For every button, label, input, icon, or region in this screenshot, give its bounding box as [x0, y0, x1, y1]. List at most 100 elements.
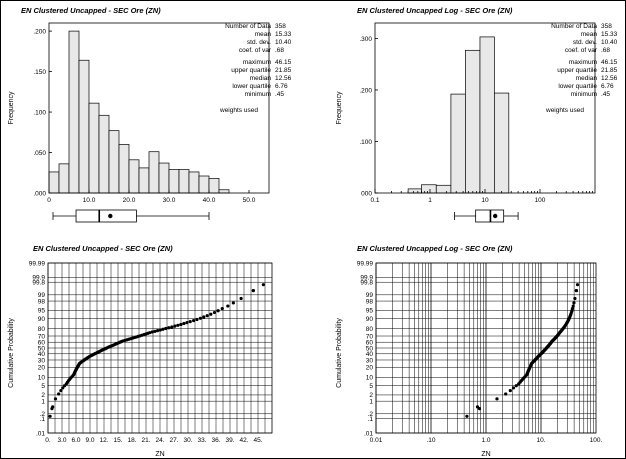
x-tick-label: 6.0	[71, 437, 80, 444]
histogram-bar	[148, 151, 160, 194]
prob-tick-label: .1	[40, 416, 46, 423]
prob-tick-label: 2	[41, 392, 45, 399]
data-point	[182, 321, 186, 326]
prob-tick-label: 80	[38, 326, 46, 333]
histogram-bar	[435, 184, 452, 194]
data-point	[226, 304, 230, 308]
histogram-bar	[407, 188, 422, 194]
data-point	[202, 315, 206, 319]
x-axis-label: ZN	[155, 451, 164, 458]
prob-tick-label: 95	[38, 308, 46, 315]
data-point	[192, 318, 196, 323]
stat-value-1-8: .45	[275, 91, 284, 98]
x-tick-label: 18.	[127, 437, 136, 444]
x-tick-label: 12.	[99, 437, 108, 444]
prob-tick-label: 60	[366, 340, 374, 347]
x-tick-label: 39.	[225, 437, 234, 444]
data-point	[205, 314, 209, 318]
stat-label-1-8: minimum	[245, 91, 271, 98]
data-point	[150, 330, 154, 334]
data-point	[179, 322, 183, 327]
y-tick-label: .300	[359, 36, 372, 43]
data-point	[572, 301, 576, 305]
histogram-bar	[421, 184, 437, 194]
prob-tick-label: 60	[38, 340, 46, 347]
x-tick-label: 24.	[155, 437, 164, 444]
histogram-bar	[138, 167, 150, 194]
histogram-bar	[108, 130, 120, 194]
data-point	[158, 328, 162, 332]
histogram-bar	[88, 102, 100, 194]
prob-tick-label: 1	[41, 398, 45, 405]
prob-tick-label: 20	[38, 365, 46, 372]
prob-tick-label: 99.9	[360, 275, 373, 282]
data-point	[176, 323, 180, 327]
data-point	[170, 325, 174, 329]
stat-value-1-5: 21.85	[275, 67, 292, 74]
y-tick-label: 000	[361, 191, 372, 198]
stat-label-1-3: coef. of var	[239, 47, 272, 54]
data-point	[465, 414, 469, 418]
data-point	[153, 329, 157, 333]
prob-tick-label: 90	[38, 316, 46, 323]
histogram-bar	[168, 169, 180, 194]
stat-label-2-3: coef. of var	[565, 47, 598, 54]
stat-label-1-7: lower quartile	[232, 83, 271, 90]
prob-tick-label: 30	[38, 357, 46, 364]
chart-title-1: EN Clustered Uncapped - SEC Ore (ZN)	[21, 6, 161, 15]
prob-tick-label: 1	[369, 398, 373, 405]
stat-label-2-7: lower quartile	[558, 83, 597, 90]
x-axis-label: ZN	[481, 451, 490, 458]
stat-value-1-4: 46.15	[275, 59, 292, 66]
stat-value-2-6: 12.56	[601, 75, 618, 82]
data-point	[495, 397, 499, 401]
weights-note-2: weights used	[545, 107, 584, 114]
y-tick-label: .050	[33, 150, 46, 157]
prob-tick-label: 10	[366, 375, 374, 382]
prob-tick-label: 40	[38, 351, 46, 358]
histogram-bar	[479, 36, 495, 194]
weights-note-1: weights used	[219, 107, 258, 114]
prob-tick-label: 98	[366, 298, 374, 305]
plot-frame-1	[48, 22, 270, 194]
stat-value-1-0: 358	[275, 23, 286, 30]
histogram-bar	[98, 114, 110, 194]
data-point	[59, 388, 63, 393]
x-tick-label: 40.0	[203, 197, 216, 204]
prob-tick-label: 70	[366, 333, 374, 340]
y-axis-label: Cumulative Probability	[8, 318, 15, 388]
data-point	[198, 316, 202, 320]
stat-label-2-1: mean	[581, 31, 598, 38]
data-point	[239, 296, 243, 301]
data-point	[188, 320, 192, 324]
data-point	[53, 397, 58, 401]
stat-value-2-0: 358	[601, 23, 612, 30]
x-tick-label: 20.0	[123, 197, 136, 204]
prob-tick-label: .1	[368, 416, 374, 423]
stat-label-2-5: upper quartile	[557, 67, 597, 74]
prob-tick-label: 90	[366, 316, 374, 323]
histogram-bar	[494, 92, 510, 194]
data-point	[514, 384, 518, 388]
histogram-bar	[198, 175, 210, 194]
histogram-bar	[450, 93, 466, 194]
x-tick-label: 42.	[239, 437, 248, 444]
prob-tick-label: .2	[368, 411, 374, 418]
x-tick-label: 0.01	[370, 437, 383, 444]
y-tick-label: .200	[359, 87, 372, 94]
stat-label-2-8: minimum	[571, 91, 597, 98]
histogram-bar	[178, 169, 190, 194]
data-point	[161, 327, 165, 331]
histogram-bar	[208, 178, 220, 194]
data-point	[231, 301, 235, 305]
chart-title-4: EN Clustered Uncapped Log - SEC Ore (ZN)	[357, 244, 513, 253]
x-tick-label: 21.	[141, 437, 150, 444]
prob-tick-label: 10	[38, 375, 46, 382]
x-tick-label: 0.1	[370, 197, 379, 204]
x-tick-label: 30.	[183, 437, 192, 444]
plot-frame-3	[47, 262, 273, 434]
data-point	[508, 388, 512, 393]
x-tick-label: 3.0	[57, 437, 66, 444]
